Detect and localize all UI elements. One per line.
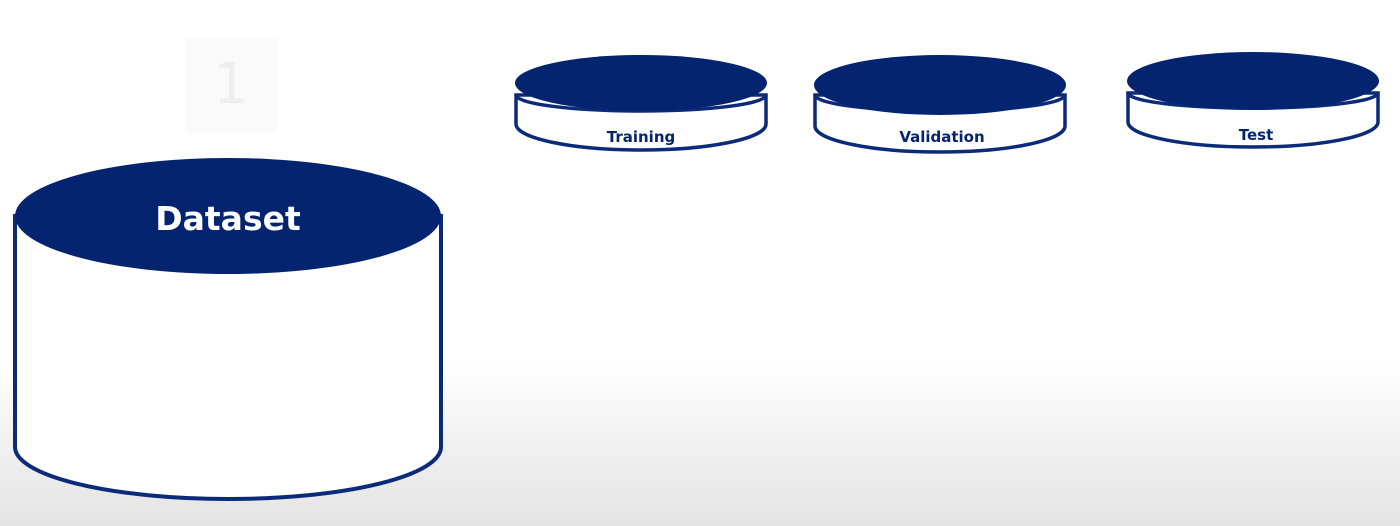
- validation-disc-top: [814, 55, 1066, 115]
- dataset-cylinder-top: [15, 158, 441, 274]
- validation-label: Validation: [899, 128, 984, 146]
- training-disc: Training: [514, 55, 768, 152]
- training-label: Training: [607, 128, 675, 146]
- test-label: Test: [1239, 126, 1274, 144]
- test-disc-top: [1127, 52, 1379, 110]
- dataset-cylinder-body: [13, 214, 443, 501]
- training-disc-top: [515, 55, 767, 111]
- dataset-label: Dataset: [155, 199, 301, 238]
- validation-disc: Validation: [813, 55, 1067, 154]
- dataset-cylinder: Dataset: [13, 158, 443, 501]
- step-number-badge: 1: [185, 38, 277, 132]
- test-disc: Test: [1126, 52, 1380, 149]
